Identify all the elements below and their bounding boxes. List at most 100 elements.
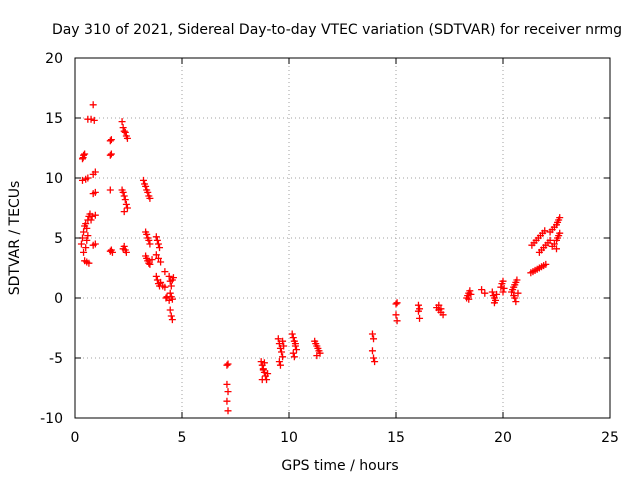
data-point bbox=[414, 301, 422, 309]
data-point bbox=[556, 214, 564, 222]
data-point bbox=[85, 259, 93, 267]
data-point bbox=[368, 330, 376, 338]
x-tick-label: 5 bbox=[178, 430, 187, 446]
data-point bbox=[393, 299, 401, 307]
data-point bbox=[223, 397, 231, 405]
data-point bbox=[166, 306, 174, 314]
data-point bbox=[466, 287, 474, 295]
data-point bbox=[223, 380, 231, 388]
data-point bbox=[146, 260, 154, 268]
data-point bbox=[157, 278, 165, 286]
data-point bbox=[90, 116, 98, 124]
data-point bbox=[514, 289, 522, 297]
data-point bbox=[145, 236, 153, 244]
data-point bbox=[146, 240, 154, 248]
data-point bbox=[542, 260, 550, 268]
data-point bbox=[276, 361, 284, 369]
data-point bbox=[142, 182, 150, 190]
data-point bbox=[370, 354, 378, 362]
data-point bbox=[89, 101, 97, 109]
data-point bbox=[161, 283, 169, 291]
data-point bbox=[439, 311, 447, 319]
data-point bbox=[120, 127, 128, 135]
data-point bbox=[257, 358, 265, 366]
data-point bbox=[499, 277, 507, 285]
data-point bbox=[167, 282, 175, 290]
data-point bbox=[82, 244, 90, 252]
data-point bbox=[500, 284, 508, 292]
data-point bbox=[556, 229, 564, 237]
data-point bbox=[157, 258, 165, 266]
data-point bbox=[80, 248, 88, 256]
data-point bbox=[87, 216, 95, 224]
data-point bbox=[513, 276, 521, 284]
data-point bbox=[259, 366, 267, 374]
data-point bbox=[148, 256, 156, 264]
data-point bbox=[106, 151, 114, 159]
data-point bbox=[260, 359, 268, 367]
chart-title: Day 310 of 2021, Sidereal Day-to-day VTE… bbox=[52, 22, 622, 38]
data-point bbox=[152, 233, 160, 241]
data-point bbox=[91, 211, 99, 219]
data-point bbox=[123, 204, 131, 212]
data-point bbox=[546, 236, 554, 244]
y-tick-label: 15 bbox=[45, 111, 63, 127]
data-point bbox=[153, 236, 161, 244]
data-point bbox=[478, 286, 486, 294]
data-point bbox=[274, 335, 282, 343]
data-point bbox=[499, 288, 507, 296]
x-tick-label: 20 bbox=[494, 430, 512, 446]
data-point bbox=[152, 251, 160, 259]
data-point bbox=[292, 346, 300, 354]
data-point bbox=[280, 342, 288, 350]
x-tick-label: 10 bbox=[280, 430, 298, 446]
data-point bbox=[154, 254, 162, 262]
data-point bbox=[370, 335, 378, 343]
data-points bbox=[77, 101, 564, 415]
data-point bbox=[258, 376, 266, 384]
data-point bbox=[393, 317, 401, 325]
data-point bbox=[121, 128, 129, 136]
x-tick-label: 25 bbox=[601, 430, 619, 446]
data-point bbox=[275, 358, 283, 366]
data-point bbox=[392, 300, 400, 308]
y-tick-label: -10 bbox=[40, 411, 63, 427]
data-point bbox=[154, 240, 162, 248]
data-point bbox=[169, 274, 177, 282]
data-point bbox=[278, 348, 286, 356]
data-point bbox=[416, 314, 424, 322]
data-point bbox=[83, 236, 91, 244]
data-point bbox=[488, 288, 496, 296]
grid bbox=[75, 58, 610, 418]
data-point bbox=[123, 134, 131, 142]
data-point bbox=[279, 353, 287, 361]
data-point bbox=[145, 259, 153, 267]
data-point bbox=[167, 312, 175, 320]
data-point bbox=[497, 283, 505, 291]
data-point bbox=[511, 294, 519, 302]
data-point bbox=[87, 115, 95, 123]
data-point bbox=[119, 124, 127, 132]
data-point bbox=[80, 228, 88, 236]
data-point bbox=[119, 188, 127, 196]
data-point bbox=[165, 296, 173, 304]
data-point bbox=[121, 196, 129, 204]
data-point bbox=[161, 268, 169, 276]
y-axis-label: SDTVAR / TECUs bbox=[7, 181, 23, 296]
data-point bbox=[168, 295, 176, 303]
data-point bbox=[541, 227, 549, 235]
data-point bbox=[143, 230, 151, 238]
data-point bbox=[414, 307, 422, 315]
data-point bbox=[91, 240, 99, 248]
data-point bbox=[107, 150, 115, 158]
data-point bbox=[84, 174, 92, 182]
data-point bbox=[223, 361, 231, 369]
data-point bbox=[122, 200, 130, 208]
x-tick-label: 0 bbox=[71, 430, 80, 446]
data-point bbox=[106, 137, 114, 145]
data-point bbox=[392, 311, 400, 319]
data-point bbox=[81, 150, 89, 158]
data-point bbox=[550, 240, 558, 248]
data-point bbox=[84, 232, 92, 240]
